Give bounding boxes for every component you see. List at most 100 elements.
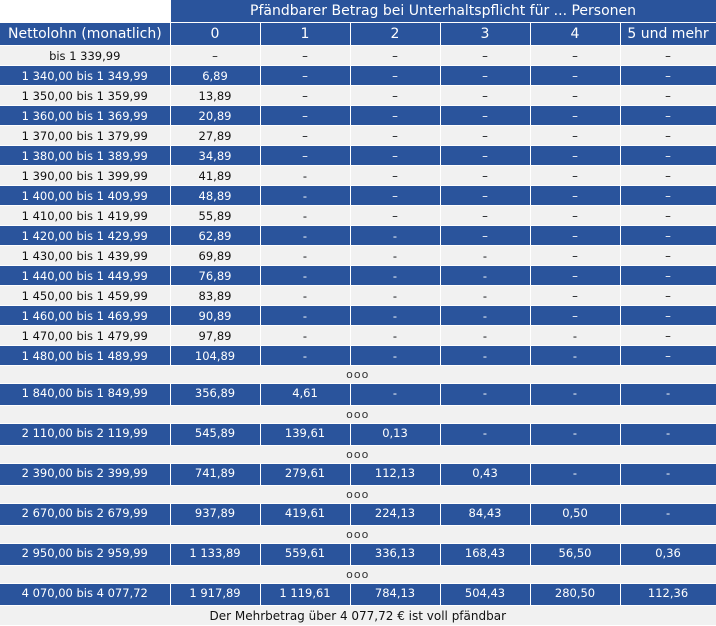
garnishable-amount-cell: – — [530, 145, 621, 166]
table-row: bis 1 339,99– – – – – – — [0, 45, 716, 66]
table-row: 2 950,00 bis 2 959,99 1 133,89 559,61 336,1… — [0, 543, 716, 566]
garnishable-amount-cell: – — [530, 125, 621, 146]
net-income-range: 1 440,00 bis 1 449,99 — [0, 265, 171, 286]
garnishable-amount-cell: – — [260, 145, 351, 166]
net-income-range: 1 400,00 bis 1 409,99 — [0, 185, 171, 206]
garnishable-amount-cell: 83,89 — [170, 285, 261, 306]
garnishable-amount-cell: 104,89 — [170, 345, 261, 366]
garnishable-amount-cell: – — [440, 205, 531, 226]
persons-3-header: 3 — [440, 22, 531, 46]
table-row: 1 390,00 bis 1 399,99 41,89- – – – – — [0, 165, 716, 186]
garnishable-amount-cell: 356,89 — [170, 383, 261, 406]
garnishable-amount-cell: 56,50 — [530, 543, 621, 566]
garnishable-amount-cell: – — [530, 285, 621, 306]
garnishable-amount-cell: - — [260, 265, 351, 286]
garnishable-amount-cell: - — [440, 325, 531, 346]
garnishable-amount-cell: – — [530, 65, 621, 86]
garnishable-amount-cell: 48,89 — [170, 185, 261, 206]
garnishable-amount-cell: – — [350, 185, 441, 206]
garnishable-amount-cell: 0,13 — [350, 423, 441, 446]
net-income-range: 1 470,00 bis 1 479,99 — [0, 325, 171, 346]
persons-4-header: 4 — [530, 22, 621, 46]
garnishable-amount-cell: 168,43 — [440, 543, 531, 566]
garnishable-amount-cell: – — [350, 165, 441, 186]
garnishable-amount-cell: 280,50 — [530, 583, 621, 606]
table-body: bis 1 339,99– – – – – –1 340,00 bis 1 349,99 6… — [0, 45, 716, 606]
garnishable-amount-cell: - — [350, 383, 441, 406]
garnishable-amount-cell: – — [530, 205, 621, 226]
garnishable-amount-cell: 27,89 — [170, 125, 261, 146]
garnishable-amount-cell: - — [530, 383, 621, 406]
garnishable-amount-cell: – — [260, 45, 351, 66]
net-income-range: 1 410,00 bis 1 419,99 — [0, 205, 171, 226]
ellipsis-marker: ooo — [0, 405, 716, 424]
table-row: 1 440,00 bis 1 449,99 76,89- - - – – — [0, 265, 716, 286]
net-income-range: 1 420,00 bis 1 429,99 — [0, 225, 171, 246]
garnishable-amount-cell: - — [350, 225, 441, 246]
garnishable-amount-cell: 90,89 — [170, 305, 261, 326]
garnishable-amount-cell: 0,36 — [620, 543, 716, 566]
garnishable-amount-cell: - — [440, 383, 531, 406]
garnishable-amount-cell: - — [350, 265, 441, 286]
table-row: 1 420,00 bis 1 429,99 62,89- - – – – — [0, 225, 716, 246]
garnishable-amount-cell: - — [350, 345, 441, 366]
persons-2-header: 2 — [350, 22, 441, 46]
net-income-header: Nettolohn (monatlich) — [0, 22, 171, 46]
footer-row: Der Mehrbetrag über 4 077,72 € ist voll … — [0, 605, 716, 626]
garnishable-amount-cell: – — [620, 145, 716, 166]
net-income-range: 1 370,00 bis 1 379,99 — [0, 125, 171, 146]
net-income-range: 1 840,00 bis 1 849,99 — [0, 383, 171, 406]
table-row: 1 380,00 bis 1 389,99 34,89– – – – – — [0, 145, 716, 166]
table-row: 1 350,00 bis 1 359,99 13,89– – – – – — [0, 85, 716, 106]
garnishable-amount-cell: - — [260, 245, 351, 266]
net-income-range: 1 390,00 bis 1 399,99 — [0, 165, 171, 186]
garnishable-amount-cell: - — [440, 285, 531, 306]
garnishable-amount-cell: – — [350, 105, 441, 126]
ellipsis-row: ooo — [0, 525, 716, 544]
ellipsis-marker: ooo — [0, 525, 716, 544]
garnishable-amount-cell: 1 917,89 — [170, 583, 261, 606]
garnishable-amount-cell: 13,89 — [170, 85, 261, 106]
garnishable-amount-cell: - — [350, 285, 441, 306]
persons-5plus-header: 5 und mehr — [620, 22, 716, 46]
net-income-range: 2 950,00 bis 2 959,99 — [0, 543, 171, 566]
garnishable-amount-cell: – — [620, 85, 716, 106]
garnishable-amount-cell: - — [440, 265, 531, 286]
garnishable-amount-cell: - — [530, 463, 621, 486]
garnishable-amount-cell: 0,43 — [440, 463, 531, 486]
garnishable-amount-cell: 336,13 — [350, 543, 441, 566]
garnishable-amount-cell: 1 133,89 — [170, 543, 261, 566]
garnishable-amount-cell: – — [440, 225, 531, 246]
garnishable-amount-cell: - — [350, 245, 441, 266]
garnishable-amount-cell: – — [170, 45, 261, 66]
net-income-range: 2 390,00 bis 2 399,99 — [0, 463, 171, 486]
ellipsis-marker: ooo — [0, 565, 716, 584]
garnishable-amount-cell: – — [620, 345, 716, 366]
garnishable-amount-cell: – — [350, 85, 441, 106]
garnishable-amount-cell: – — [260, 85, 351, 106]
garnishable-amount-cell: - — [440, 305, 531, 326]
garnishable-amount-cell: 112,13 — [350, 463, 441, 486]
garnishable-amount-cell: - — [260, 225, 351, 246]
table-row: 1 410,00 bis 1 419,99 55,89- – – – – — [0, 205, 716, 226]
garnishable-amount-cell: – — [350, 145, 441, 166]
ellipsis-marker: ooo — [0, 445, 716, 464]
garnishable-amount-cell: – — [440, 105, 531, 126]
table-row: 2 670,00 bis 2 679,99 937,89 419,61 224,13 8… — [0, 503, 716, 526]
ellipsis-row: ooo — [0, 405, 716, 424]
garnishable-amount-cell: 69,89 — [170, 245, 261, 266]
garnishable-amount-cell: - — [260, 205, 351, 226]
garnishable-amount-cell: – — [440, 185, 531, 206]
net-income-range: 1 350,00 bis 1 359,99 — [0, 85, 171, 106]
garnishable-amount-cell: – — [620, 185, 716, 206]
table-row: 1 460,00 bis 1 469,99 90,89- - - – – — [0, 305, 716, 326]
net-income-range: bis 1 339,99 — [0, 45, 171, 66]
garnishable-amount-cell: - — [350, 325, 441, 346]
ellipsis-row: ooo — [0, 485, 716, 504]
garnishable-amount-cell: - — [620, 463, 716, 486]
table-row: 4 070,00 bis 4 077,72 1 917,89 1 119,61 784… — [0, 583, 716, 606]
garnishable-amount-cell: 62,89 — [170, 225, 261, 246]
garnishable-amount-cell: - — [620, 503, 716, 526]
garnishable-amount-cell: 76,89 — [170, 265, 261, 286]
